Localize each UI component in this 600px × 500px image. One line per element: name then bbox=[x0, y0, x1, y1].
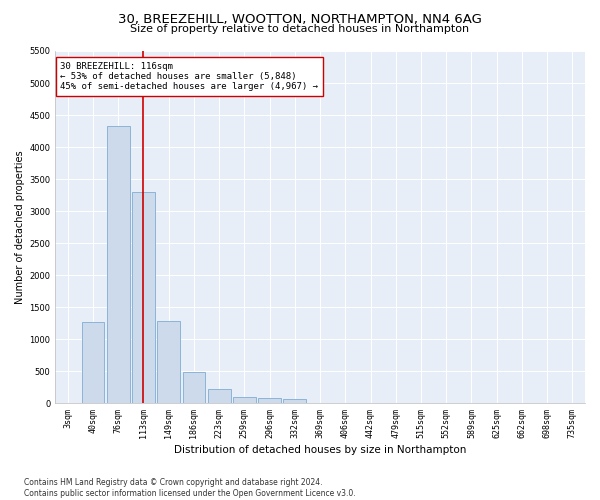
Bar bbox=[107, 126, 130, 403]
Text: 30, BREEZEHILL, WOOTTON, NORTHAMPTON, NN4 6AG: 30, BREEZEHILL, WOOTTON, NORTHAMPTON, NN… bbox=[118, 12, 482, 26]
X-axis label: Distribution of detached houses by size in Northampton: Distribution of detached houses by size … bbox=[174, 445, 466, 455]
Bar bbox=[258, 398, 281, 403]
Bar bbox=[208, 390, 230, 403]
Bar bbox=[283, 400, 306, 403]
Bar bbox=[82, 322, 104, 403]
Text: Contains HM Land Registry data © Crown copyright and database right 2024.
Contai: Contains HM Land Registry data © Crown c… bbox=[24, 478, 356, 498]
Bar bbox=[157, 321, 180, 403]
Bar bbox=[233, 397, 256, 403]
Text: 30 BREEZEHILL: 116sqm
← 53% of detached houses are smaller (5,848)
45% of semi-d: 30 BREEZEHILL: 116sqm ← 53% of detached … bbox=[61, 62, 319, 92]
Bar bbox=[182, 372, 205, 403]
Y-axis label: Number of detached properties: Number of detached properties bbox=[15, 150, 25, 304]
Bar bbox=[132, 192, 155, 403]
Text: Size of property relative to detached houses in Northampton: Size of property relative to detached ho… bbox=[130, 24, 470, 34]
